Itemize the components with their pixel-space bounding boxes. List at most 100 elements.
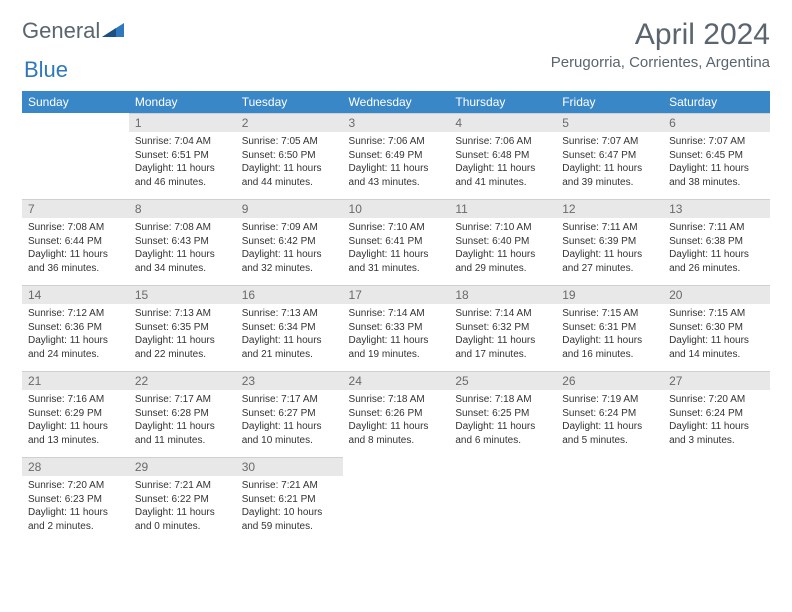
sunset-line: Sunset: 6:22 PM <box>135 493 230 507</box>
sunset-label: Sunset: <box>349 236 383 247</box>
sunset-line: Sunset: 6:36 PM <box>28 321 123 335</box>
daylight-label: Daylight: <box>562 163 601 174</box>
day-details: Sunrise: 7:07 AMSunset: 6:47 PMDaylight:… <box>556 132 663 195</box>
daylight-line: Daylight: 11 hours and 22 minutes. <box>135 334 230 361</box>
daylight-line: Daylight: 11 hours and 32 minutes. <box>242 248 337 275</box>
sunrise-value: 7:21 AM <box>281 480 318 491</box>
sunrise-value: 7:10 AM <box>388 222 425 233</box>
sunrise-line: Sunrise: 7:20 AM <box>28 479 123 493</box>
sunrise-label: Sunrise: <box>669 394 706 405</box>
sunrise-line: Sunrise: 7:07 AM <box>669 135 764 149</box>
day-details: Sunrise: 7:17 AMSunset: 6:28 PMDaylight:… <box>129 390 236 453</box>
calendar-day: 19Sunrise: 7:15 AMSunset: 6:31 PMDayligh… <box>556 285 663 371</box>
sunrise-line: Sunrise: 7:08 AM <box>135 221 230 235</box>
sunrise-value: 7:21 AM <box>174 480 211 491</box>
sunset-label: Sunset: <box>28 236 62 247</box>
daylight-line: Daylight: 10 hours and 59 minutes. <box>242 506 337 533</box>
day-number: 25 <box>449 371 556 390</box>
sunrise-value: 7:11 AM <box>709 222 745 233</box>
daylight-label: Daylight: <box>562 421 601 432</box>
daylight-label: Daylight: <box>135 507 174 518</box>
day-number: 16 <box>236 285 343 304</box>
sunrise-line: Sunrise: 7:05 AM <box>242 135 337 149</box>
sunrise-label: Sunrise: <box>135 136 172 147</box>
sunset-label: Sunset: <box>135 494 169 505</box>
calendar-day: 1Sunrise: 7:04 AMSunset: 6:51 PMDaylight… <box>129 113 236 199</box>
sunrise-line: Sunrise: 7:18 AM <box>455 393 550 407</box>
daylight-line: Daylight: 11 hours and 34 minutes. <box>135 248 230 275</box>
sunset-value: 6:48 PM <box>492 150 529 161</box>
sunrise-value: 7:14 AM <box>388 308 425 319</box>
daylight-line: Daylight: 11 hours and 16 minutes. <box>562 334 657 361</box>
sunrise-label: Sunrise: <box>135 222 172 233</box>
daylight-label: Daylight: <box>669 163 708 174</box>
day-details: Sunrise: 7:07 AMSunset: 6:45 PMDaylight:… <box>663 132 770 195</box>
day-details: Sunrise: 7:17 AMSunset: 6:27 PMDaylight:… <box>236 390 343 453</box>
sunset-value: 6:45 PM <box>706 150 743 161</box>
day-details: Sunrise: 7:06 AMSunset: 6:48 PMDaylight:… <box>449 132 556 195</box>
calendar-day: 14Sunrise: 7:12 AMSunset: 6:36 PMDayligh… <box>22 285 129 371</box>
calendar-day <box>449 457 556 543</box>
sunset-label: Sunset: <box>28 322 62 333</box>
day-number: 2 <box>236 113 343 132</box>
daylight-label: Daylight: <box>135 335 174 346</box>
day-details: Sunrise: 7:18 AMSunset: 6:25 PMDaylight:… <box>449 390 556 453</box>
sunset-line: Sunset: 6:38 PM <box>669 235 764 249</box>
day-details: Sunrise: 7:15 AMSunset: 6:30 PMDaylight:… <box>663 304 770 367</box>
sunrise-label: Sunrise: <box>28 394 65 405</box>
sunset-label: Sunset: <box>669 322 703 333</box>
daylight-label: Daylight: <box>669 335 708 346</box>
calendar-day: 27Sunrise: 7:20 AMSunset: 6:24 PMDayligh… <box>663 371 770 457</box>
calendar-day: 13Sunrise: 7:11 AMSunset: 6:38 PMDayligh… <box>663 199 770 285</box>
sunset-value: 6:41 PM <box>385 236 422 247</box>
daylight-line: Daylight: 11 hours and 29 minutes. <box>455 248 550 275</box>
daylight-label: Daylight: <box>242 249 281 260</box>
daylight-line: Daylight: 11 hours and 36 minutes. <box>28 248 123 275</box>
day-details: Sunrise: 7:08 AMSunset: 6:44 PMDaylight:… <box>22 218 129 281</box>
sunrise-value: 7:06 AM <box>495 136 532 147</box>
sunrise-label: Sunrise: <box>455 222 492 233</box>
sunrise-line: Sunrise: 7:17 AM <box>242 393 337 407</box>
daylight-line: Daylight: 11 hours and 3 minutes. <box>669 420 764 447</box>
sunrise-label: Sunrise: <box>135 308 172 319</box>
calendar-day: 26Sunrise: 7:19 AMSunset: 6:24 PMDayligh… <box>556 371 663 457</box>
sunset-label: Sunset: <box>242 494 276 505</box>
sunset-line: Sunset: 6:33 PM <box>349 321 444 335</box>
sunrise-value: 7:17 AM <box>174 394 211 405</box>
sunset-value: 6:49 PM <box>385 150 422 161</box>
day-details: Sunrise: 7:20 AMSunset: 6:23 PMDaylight:… <box>22 476 129 539</box>
daylight-line: Daylight: 11 hours and 8 minutes. <box>349 420 444 447</box>
sunset-line: Sunset: 6:35 PM <box>135 321 230 335</box>
logo-text-blue: Blue <box>24 57 68 82</box>
sunrise-value: 7:17 AM <box>281 394 318 405</box>
sunrise-label: Sunrise: <box>242 308 279 319</box>
daylight-line: Daylight: 11 hours and 41 minutes. <box>455 162 550 189</box>
calendar-day: 16Sunrise: 7:13 AMSunset: 6:34 PMDayligh… <box>236 285 343 371</box>
day-details: Sunrise: 7:08 AMSunset: 6:43 PMDaylight:… <box>129 218 236 281</box>
daylight-label: Daylight: <box>562 249 601 260</box>
day-number: 24 <box>343 371 450 390</box>
sunrise-label: Sunrise: <box>669 308 706 319</box>
sunset-value: 6:24 PM <box>706 408 743 419</box>
calendar-day: 20Sunrise: 7:15 AMSunset: 6:30 PMDayligh… <box>663 285 770 371</box>
sunset-label: Sunset: <box>455 236 489 247</box>
daylight-label: Daylight: <box>242 163 281 174</box>
sunset-line: Sunset: 6:27 PM <box>242 407 337 421</box>
header-right: April 2024 Perugorria, Corrientes, Argen… <box>551 18 770 71</box>
sunrise-value: 7:19 AM <box>602 394 639 405</box>
day-number: 14 <box>22 285 129 304</box>
daylight-label: Daylight: <box>455 163 494 174</box>
calendar-day: 9Sunrise: 7:09 AMSunset: 6:42 PMDaylight… <box>236 199 343 285</box>
sunrise-label: Sunrise: <box>455 394 492 405</box>
sunset-value: 6:26 PM <box>385 408 422 419</box>
day-details: Sunrise: 7:13 AMSunset: 6:35 PMDaylight:… <box>129 304 236 367</box>
sunset-value: 6:31 PM <box>599 322 636 333</box>
sunset-label: Sunset: <box>135 322 169 333</box>
month-title: April 2024 <box>551 18 770 52</box>
sunrise-value: 7:15 AM <box>709 308 746 319</box>
day-number: 20 <box>663 285 770 304</box>
sunset-line: Sunset: 6:42 PM <box>242 235 337 249</box>
sunset-line: Sunset: 6:34 PM <box>242 321 337 335</box>
daylight-line: Daylight: 11 hours and 17 minutes. <box>455 334 550 361</box>
calendar-day: 5Sunrise: 7:07 AMSunset: 6:47 PMDaylight… <box>556 113 663 199</box>
